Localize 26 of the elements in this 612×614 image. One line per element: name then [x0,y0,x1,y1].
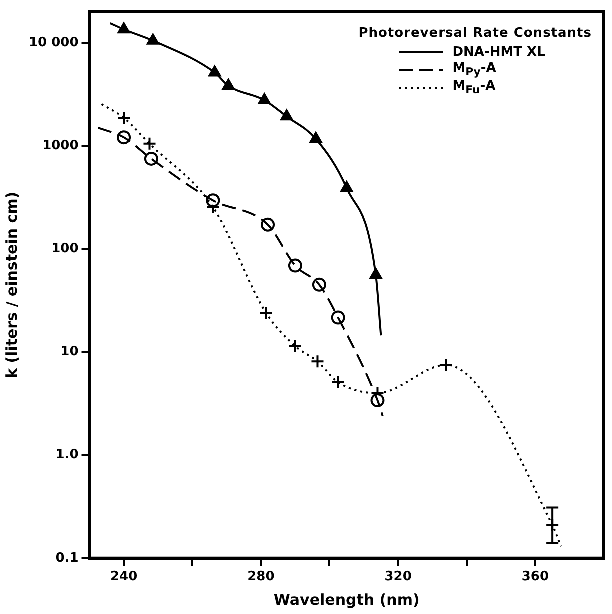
legend-title: Photoreversal Rate Constants [358,26,592,41]
legend-label: M$_{Py}$-A [452,61,496,79]
point [288,258,302,273]
x-tick-label: 280 [248,570,275,585]
point [439,358,454,372]
point [117,111,132,126]
x-axis-title: Wavelength (nm) [274,590,420,609]
y-tick-label: 0.1 [56,550,79,566]
x-tick-label: 360 [522,570,550,585]
y-tick-label: 10 [60,344,79,360]
y-tick-label: 1000 [42,138,79,154]
y-tick-label: 100 [52,242,79,257]
y-tick-label: 1.0 [56,448,79,463]
x-tick-label: 320 [384,570,412,585]
line-series [100,103,562,548]
legend-label: DNA-HMT XL [452,44,546,60]
point [142,136,157,151]
point [259,306,274,320]
y-axis-title: k (liters / einstein cm) [2,192,21,379]
point [331,375,346,390]
y-tick-label: 10 000 [28,35,79,50]
point [310,354,325,369]
x-tick-label: 240 [110,570,138,585]
point [288,339,302,354]
legend-label: M$_{Fu}$-A [452,79,496,97]
point [144,152,158,166]
